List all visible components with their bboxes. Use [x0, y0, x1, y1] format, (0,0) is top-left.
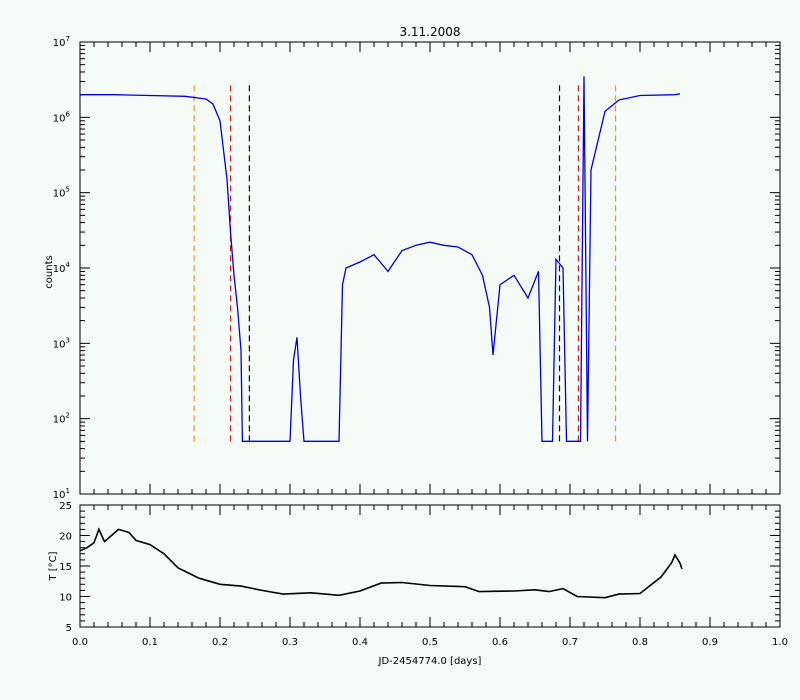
x-tick-label: 0.5: [422, 637, 438, 648]
x-tick-label: 0.3: [282, 637, 298, 648]
temperature-tick-label: 20: [59, 532, 72, 543]
temperature-tick-label: 15: [59, 562, 72, 573]
temperature-tick-label: 5: [66, 623, 72, 634]
counts-line: [80, 76, 681, 442]
counts-tick-label: 104: [53, 261, 71, 275]
x-tick-label: 0.2: [212, 637, 228, 648]
counts-tick-label: 105: [53, 186, 70, 200]
x-tick-label: 0.1: [142, 637, 158, 648]
temperature-plot-frame: [79, 504, 781, 628]
x-tick-label: 0.6: [492, 637, 508, 648]
chart-title: 3.11.2008: [399, 25, 460, 39]
temperature-series: [79, 527, 683, 599]
x-axis-label: JD-2454774.0 [days]: [378, 656, 482, 667]
counts-tick-label: 107: [53, 35, 70, 49]
temperature-axis-ticks: 5 10 15 20 25 0.0 0.1 0.2 0.3 0.4 0.5 0.6 0.7 0.8 0.9 1…: [59, 501, 788, 648]
x-tick-label: 0.4: [352, 637, 368, 648]
temperature-tick-label: 10: [59, 593, 72, 604]
counts-plot-frame: [79, 41, 781, 495]
x-tick-label: 1.0: [772, 637, 788, 648]
x-tick-label: 0.0: [72, 637, 88, 648]
temperature-axis-label: T [°C]: [48, 551, 59, 581]
counts-tick-label: 106: [53, 110, 71, 124]
x-tick-label: 0.9: [702, 637, 718, 648]
x-tick-label: 0.8: [632, 637, 648, 648]
temperature-panel: T [°C] JD-2454774.0 [days] 5 10 15 20 25 0.0 0…: [48, 501, 788, 667]
counts-series: [80, 76, 681, 442]
counts-tick-label: 103: [53, 336, 70, 350]
counts-axis-label: counts: [44, 255, 55, 288]
temperature-tick-label: 25: [59, 501, 72, 512]
counts-tick-label: 101: [53, 487, 70, 501]
counts-panel: 3.11.2008 counts 101 102 103 104 105 106 107: [44, 25, 781, 501]
x-tick-label: 0.7: [562, 637, 578, 648]
temperature-line: [79, 527, 683, 599]
counts-tick-label: 102: [53, 412, 70, 426]
